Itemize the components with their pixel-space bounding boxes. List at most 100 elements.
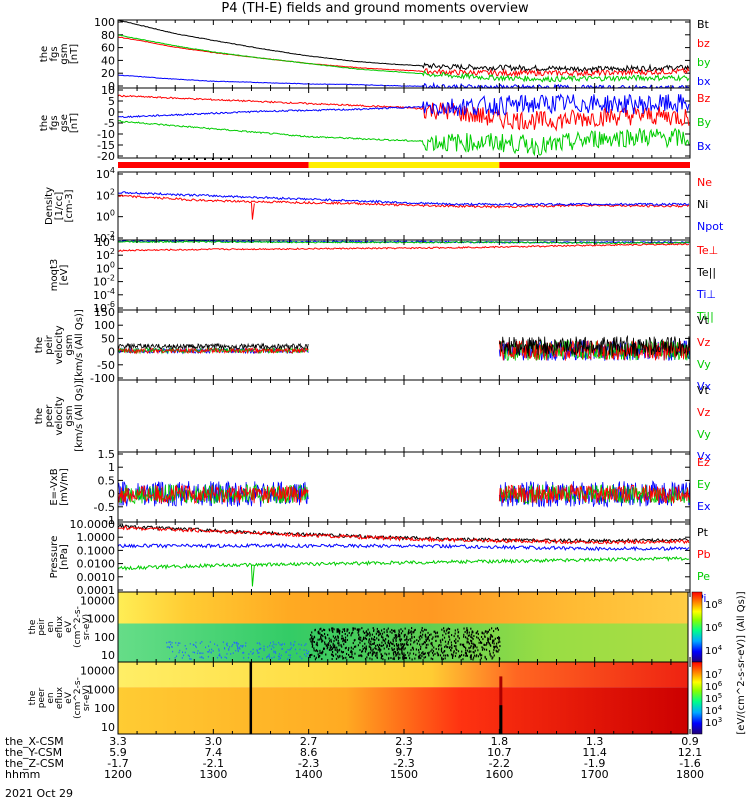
noise-pixel — [381, 635, 383, 638]
noise-pixel — [323, 629, 326, 632]
noise-pixel — [196, 652, 198, 655]
panel-10-ylabel: en — [46, 692, 56, 703]
noise-pixel — [393, 653, 395, 656]
y-tick-exponent: 2 — [110, 247, 115, 256]
noise-pixel — [371, 658, 373, 661]
noise-pixel — [481, 641, 483, 644]
panel-6-ylabel: peer — [44, 404, 55, 428]
panel-5-ylabel: peir — [44, 334, 55, 354]
trace-Ex — [117, 484, 309, 505]
noise-pixel — [468, 631, 470, 634]
series-Pb — [117, 525, 690, 545]
noise-pixel — [388, 641, 390, 644]
legend-bz: bz — [697, 37, 710, 50]
legend-by: by — [697, 56, 711, 69]
noise-pixel — [305, 655, 307, 657]
noise-pixel — [316, 641, 318, 644]
figure-title: P4 (TH-E) fields and ground moments over… — [221, 1, 529, 16]
noise-pixel — [413, 636, 415, 639]
noise-pixel — [444, 640, 447, 643]
noise-pixel — [338, 649, 340, 652]
noise-pixel — [312, 640, 314, 643]
noise-pixel — [408, 629, 410, 632]
x-row-value: 1200 — [104, 768, 132, 781]
y-tick-label: 0.0100 — [77, 558, 116, 571]
noise-pixel — [380, 653, 382, 656]
noise-pixel — [278, 655, 280, 658]
panel-6: the peer velocity gsm [km/s (All Qs)] Vt Vz Vy V… — [34, 379, 712, 463]
noise-pixel — [337, 639, 339, 642]
noise-pixel — [207, 655, 209, 658]
noise-pixel — [477, 649, 479, 652]
noise-pixel — [202, 652, 204, 655]
noise-pixel — [380, 629, 383, 632]
noise-pixel — [440, 650, 443, 653]
noise-pixel — [388, 647, 390, 650]
noise-pixel — [358, 654, 360, 657]
colorbar-tick-exponent: 8 — [718, 598, 722, 606]
noise-pixel — [436, 631, 439, 634]
y-tick-label: 20 — [101, 67, 115, 80]
y-tick-exponent: -2 — [107, 274, 115, 283]
noise-pixel — [280, 654, 282, 657]
colorbar-tick-exponent: 4 — [718, 704, 723, 712]
x-row-label: hhmm — [5, 768, 40, 781]
noise-pixel — [353, 627, 355, 630]
noise-pixel — [499, 645, 501, 648]
noise-pixel — [365, 634, 367, 637]
noise-pixel — [407, 643, 409, 646]
noise-pixel — [447, 640, 450, 643]
noise-pixel — [373, 628, 375, 631]
noise-pixel — [427, 652, 429, 655]
noise-pixel — [336, 646, 338, 649]
noise-pixel — [361, 650, 363, 653]
noise-pixel — [463, 627, 465, 630]
noise-pixel — [341, 634, 343, 637]
noise-pixel — [442, 658, 444, 661]
noise-pixel — [470, 645, 472, 648]
noise-pixel — [324, 643, 326, 646]
noise-pixel — [430, 657, 432, 660]
noise-pixel — [450, 653, 453, 656]
y-tick-label: -100 — [90, 372, 115, 385]
noise-pixel — [270, 648, 272, 650]
noise-pixel — [381, 641, 383, 644]
noise-pixel — [402, 630, 404, 633]
noise-pixel — [216, 644, 218, 647]
panel-7: E=-VxB [mV/m] 1.510.50-0.5-1 Ez Ey Ex — [49, 448, 711, 527]
x-row-value: 9.7 — [395, 746, 413, 759]
noise-pixel — [356, 628, 358, 631]
noise-pixel — [361, 650, 364, 653]
noise-pixel — [408, 654, 410, 657]
noise-pixel — [327, 633, 329, 636]
quality-marker — [220, 158, 222, 160]
panel-9-ylabel: en — [46, 621, 56, 632]
noise-pixel — [411, 646, 414, 649]
noise-pixel — [257, 652, 259, 654]
noise-pixel — [417, 655, 420, 658]
panel-6-ylabel: [km/s (All Qs)] — [74, 380, 85, 452]
noise-pixel — [225, 643, 227, 646]
noise-pixel — [422, 651, 424, 654]
noise-pixel — [441, 647, 443, 650]
noise-pixel — [427, 636, 429, 639]
noise-pixel — [433, 630, 435, 633]
noise-pixel — [431, 641, 433, 644]
noise-pixel — [310, 636, 313, 639]
noise-pixel — [261, 657, 263, 660]
density-dip — [250, 202, 255, 220]
noise-pixel — [332, 644, 334, 647]
panel-5-ylabel: the — [34, 337, 45, 353]
noise-pixel — [398, 629, 400, 632]
noise-pixel — [419, 634, 421, 637]
noise-pixel — [403, 655, 405, 658]
colorbar-1 — [691, 591, 703, 663]
noise-pixel — [370, 648, 372, 651]
noise-pixel — [324, 637, 327, 640]
noise-pixel — [466, 641, 468, 644]
noise-pixel — [496, 646, 498, 649]
noise-pixel — [313, 641, 315, 644]
noise-pixel — [369, 634, 371, 637]
noise-pixel — [423, 656, 425, 659]
noise-pixel — [351, 632, 353, 635]
